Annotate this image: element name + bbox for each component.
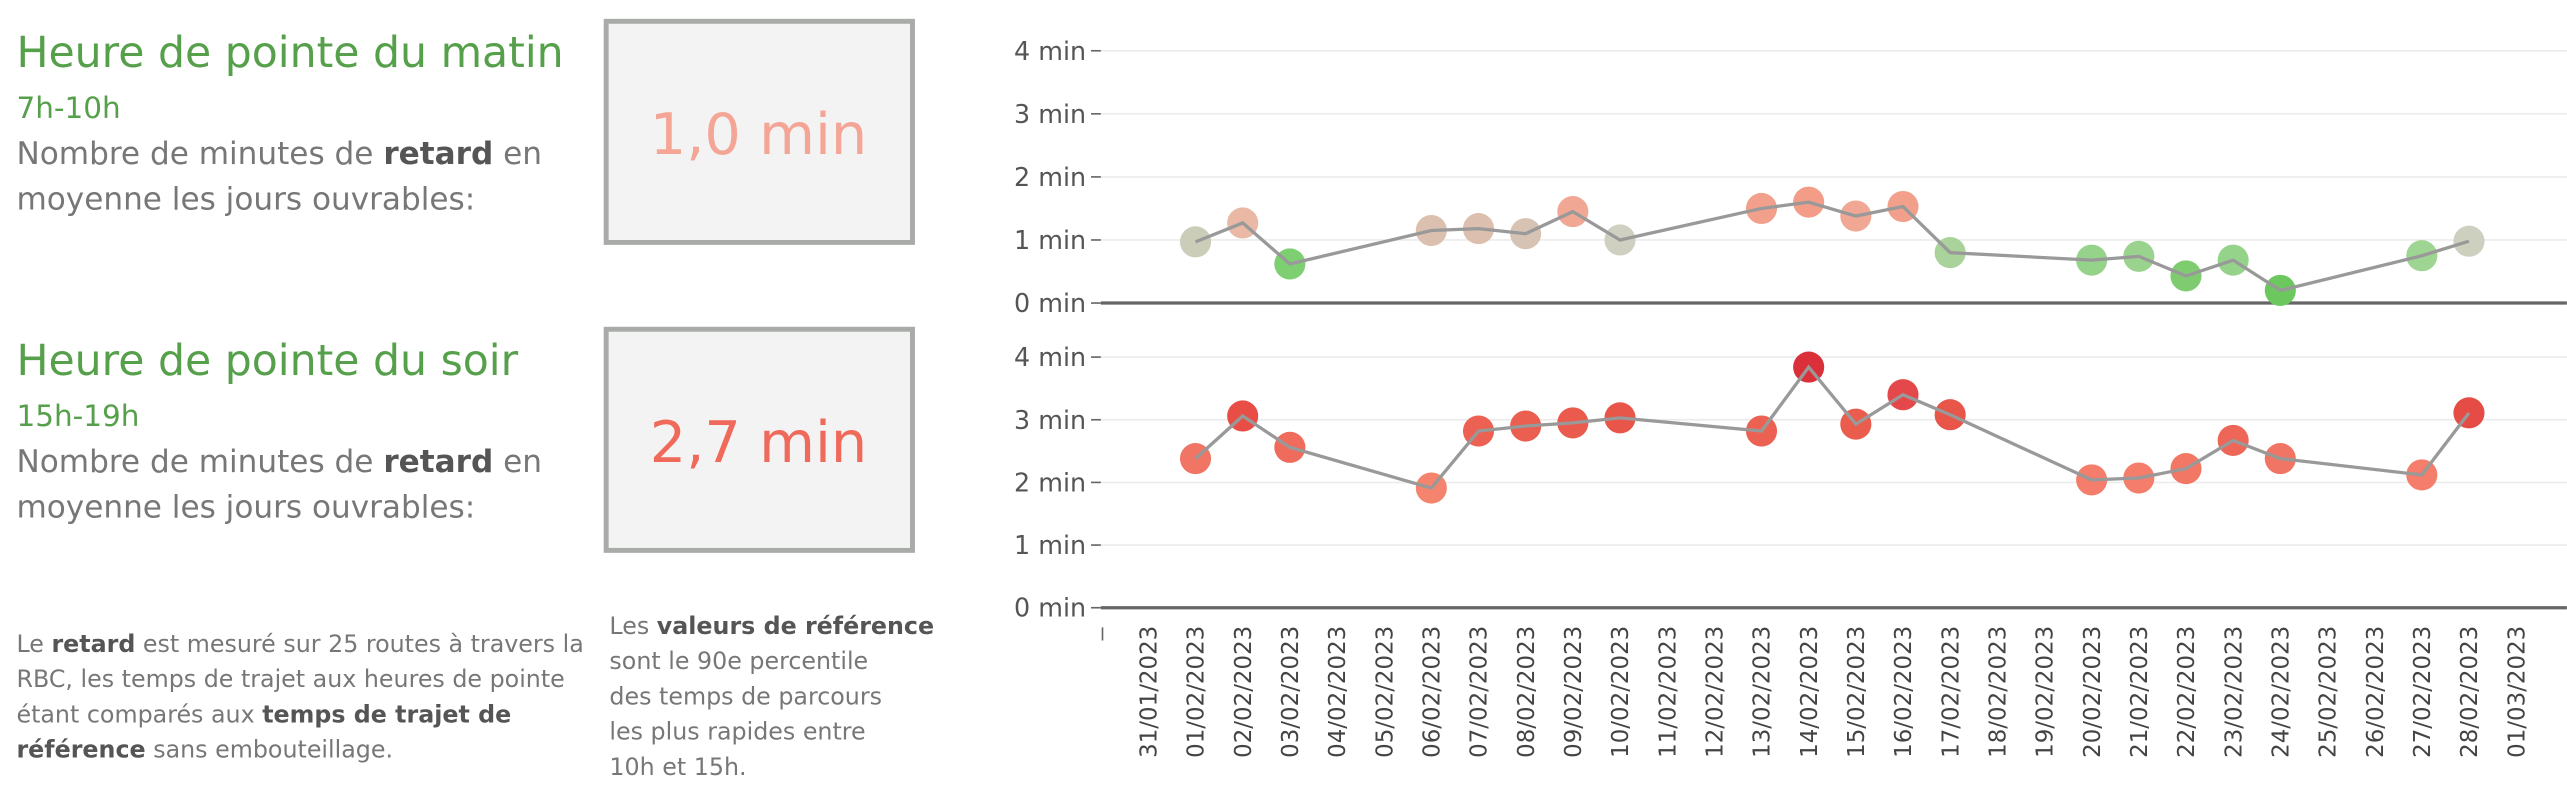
text-line: Le retard est mesuré sur 25 routes à tra… [16, 630, 583, 658]
text-line: sont le 90e percentile [609, 647, 868, 675]
x-tick-label: 06/02/2023 [1420, 626, 1446, 758]
line [1194, 364, 2471, 490]
text-segment: sans embouteillage. [146, 736, 393, 764]
text-segment: retard [383, 136, 493, 172]
x-tick-label: 17/02/2023 [1938, 626, 1964, 758]
x-tick-label: 27/02/2023 [2410, 626, 2436, 758]
text-line: 10h et 15h. [609, 753, 746, 781]
text-line: moyenne les jours ouvrables: [16, 490, 475, 526]
x-tick-label: 26/02/2023 [2363, 626, 2389, 758]
y-tick-label: 0 min [1014, 288, 1086, 318]
kpi-box [603, 326, 915, 553]
text-segment: les plus rapides entre [609, 718, 865, 746]
x-tick-label: 08/02/2023 [1514, 626, 1540, 758]
y-tick-label: 4 min [1014, 36, 1086, 66]
x-tick-label: 23/02/2023 [2221, 626, 2247, 758]
text-line: RBC, les temps de trajet aux heures de p… [16, 665, 564, 693]
kpi-value: 1,0 min [650, 101, 868, 168]
x-tick-label: 01/03/2023 [2504, 626, 2530, 758]
x-tick-label: 13/02/2023 [1750, 626, 1776, 758]
text-line: Nombre de minutes de retard en [16, 136, 542, 172]
x-tick-label: 18/02/2023 [1986, 626, 2012, 758]
text-line: Les valeurs de référence [609, 612, 934, 640]
text-line: Nombre de minutes de retard en [16, 444, 542, 480]
text-segment: des temps de parcours [609, 682, 882, 710]
y-tick-label: 1 min [1014, 530, 1086, 560]
y-tick-label: 3 min [1014, 405, 1086, 435]
text-segment: sont le 90e percentile [609, 647, 868, 675]
x-tick-label: 20/02/2023 [2080, 626, 2106, 758]
text-segment: temps de trajet de [262, 700, 511, 728]
text-line: référence sans embouteillage. [16, 736, 393, 764]
x-tick-label: 01/02/2023 [1184, 626, 1210, 758]
kpi-box [603, 18, 915, 245]
text-line: étant comparés aux temps de trajet de [16, 700, 511, 728]
kpi-value: 2,7 min [650, 409, 868, 476]
x-tick-label: 28/02/2023 [2457, 626, 2483, 758]
x-tick-label: 09/02/2023 [1561, 626, 1587, 758]
x-tick-label: 12/02/2023 [1703, 626, 1729, 758]
x-tick-label: 05/02/2023 [1372, 626, 1398, 758]
text-segment: moyenne les jours ouvrables: [16, 490, 475, 526]
x-tick-label: 04/02/2023 [1325, 626, 1351, 758]
text-line: les plus rapides entre [609, 718, 865, 746]
y-tick-label: 3 min [1014, 99, 1086, 129]
x-tick-label: 24/02/2023 [2269, 626, 2295, 758]
text-segment: étant comparés aux [16, 700, 262, 728]
text-segment: en [493, 136, 542, 172]
text-line: moyenne les jours ouvrables: [16, 182, 475, 218]
x-tick-label: 22/02/2023 [2174, 626, 2200, 758]
text-segment: Les [609, 612, 656, 640]
x-tick-label: 02/02/2023 [1231, 626, 1257, 758]
x-tick-label: 10/02/2023 [1608, 626, 1634, 758]
x-tick-label: 11/02/2023 [1655, 626, 1681, 758]
text-line: des temps de parcours [609, 682, 882, 710]
y-tick-label: 0 min [1014, 593, 1086, 623]
panel-subtitle: 15h-19h [16, 399, 139, 433]
text-segment: retard [383, 444, 493, 480]
x-tick-label: 14/02/2023 [1797, 626, 1823, 758]
text-segment: Nombre de minutes de [16, 136, 383, 172]
x-tick-label: 07/02/2023 [1467, 626, 1493, 758]
text-segment: référence [16, 736, 145, 764]
panel-title: Heure de pointe du matin [16, 28, 563, 78]
text-segment: valeurs de référence [657, 612, 934, 640]
x-tick-label: 31/01/2023 [1137, 626, 1163, 758]
text-segment: Nombre de minutes de [16, 444, 383, 480]
x-tick-label: 21/02/2023 [2127, 626, 2153, 758]
y-tick-label: 1 min [1014, 225, 1086, 255]
text-segment: en [493, 444, 542, 480]
y-tick-label: 4 min [1014, 342, 1086, 372]
x-tick-label: 03/02/2023 [1278, 626, 1304, 758]
text-segment: retard [51, 630, 135, 658]
line [1194, 200, 2470, 293]
x-tick-label: 16/02/2023 [1891, 626, 1917, 758]
panel-title: Heure de pointe du soir [16, 336, 518, 386]
panel-subtitle: 7h-10h [16, 91, 120, 125]
text-segment: est mesuré sur 25 routes à travers la [135, 630, 583, 658]
x-tick-label: 15/02/2023 [1844, 626, 1870, 758]
text-segment: moyenne les jours ouvrables: [16, 182, 475, 218]
y-tick-label: 2 min [1014, 467, 1086, 497]
y-tick-label: 2 min [1014, 162, 1086, 192]
x-tick-label: 19/02/2023 [2033, 626, 2059, 758]
x-tick-label: 25/02/2023 [2316, 626, 2342, 758]
text-segment: Le [16, 630, 51, 658]
text-segment: 10h et 15h. [609, 753, 746, 781]
text-segment: RBC, les temps de trajet aux heures de p… [16, 665, 564, 693]
